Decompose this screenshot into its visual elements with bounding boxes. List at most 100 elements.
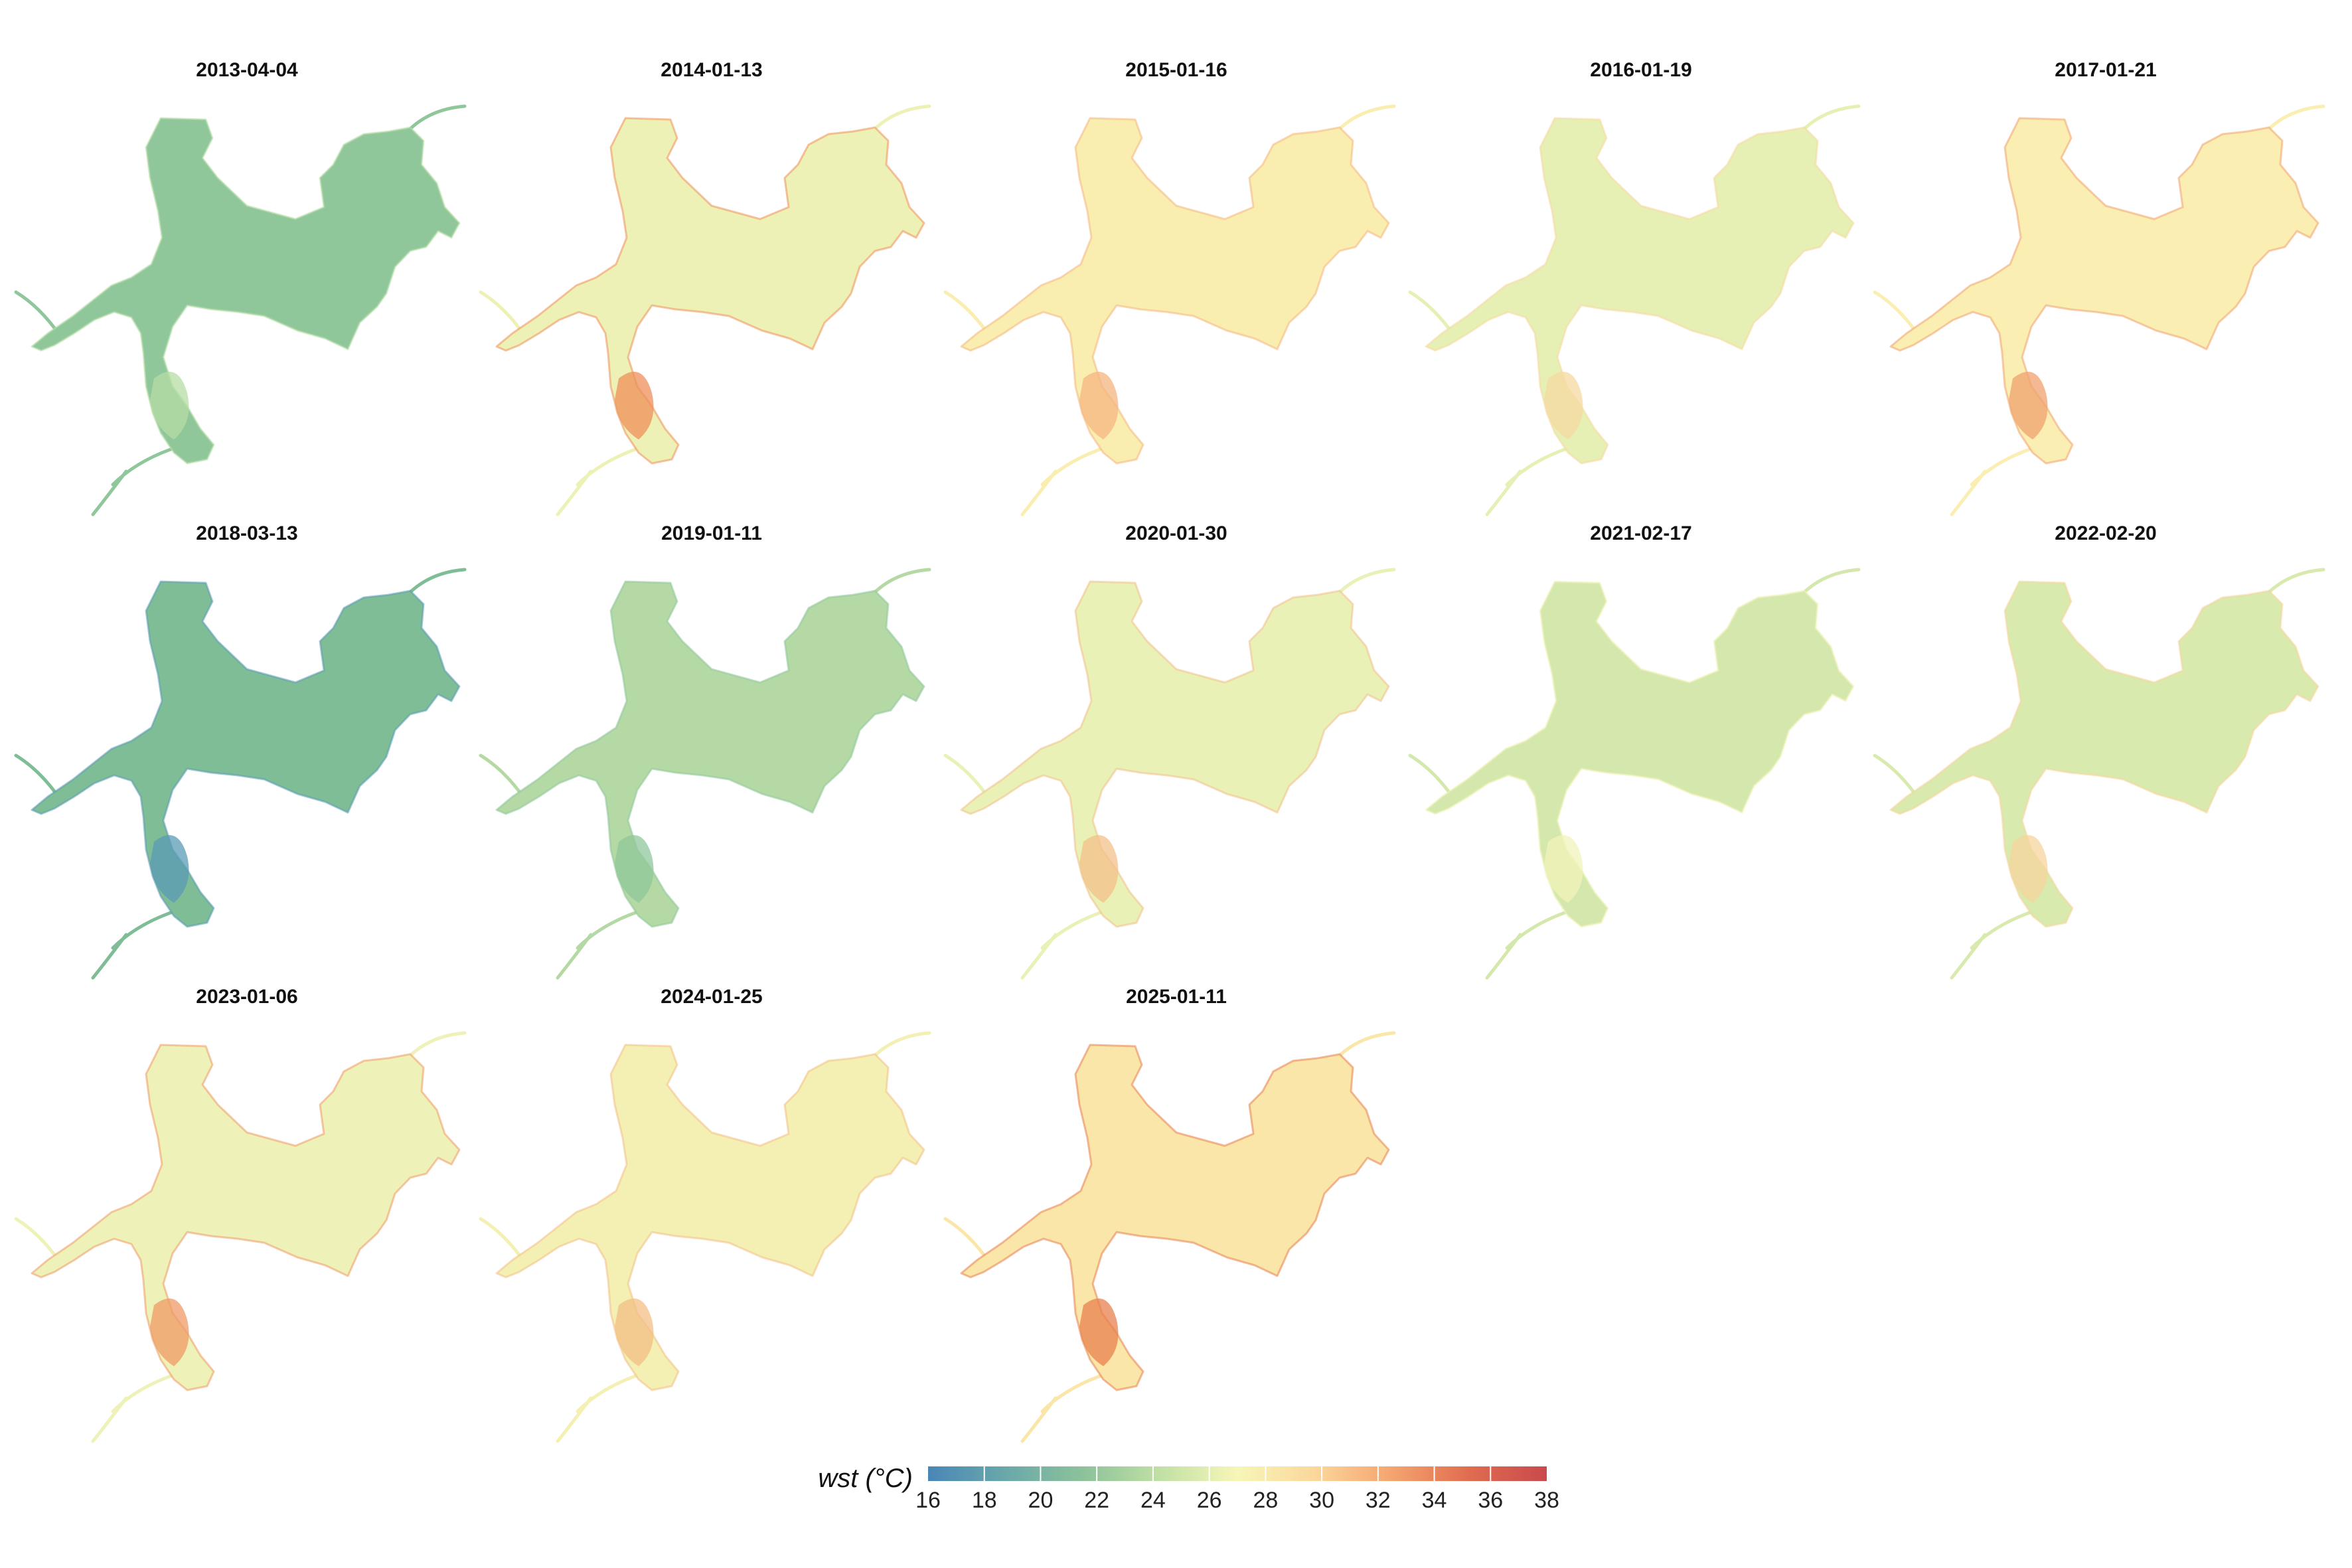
lake-body — [1425, 580, 1855, 928]
lake-body — [960, 117, 1390, 465]
inner-bay-shade — [150, 371, 189, 439]
tributary-arm — [91, 933, 128, 980]
inner-bay-shade — [615, 371, 654, 439]
legend-tick-label: 24 — [1140, 1488, 1166, 1513]
lake-body — [495, 580, 925, 928]
tributary-arm — [1338, 1031, 1396, 1058]
lake-body — [1889, 580, 2319, 928]
lake-body — [31, 1044, 461, 1391]
lake-body — [960, 1044, 1390, 1391]
legend-tick-label: 34 — [1422, 1488, 1447, 1513]
lake-body — [495, 117, 925, 465]
inner-bay-shade — [615, 1298, 654, 1366]
lake-water-surface — [479, 1031, 931, 1443]
tributary-arm — [1020, 933, 1058, 980]
inner-bay-shade — [1544, 371, 1583, 439]
panel-date-title: 2022-02-20 — [2055, 522, 2156, 544]
tributary-arm — [1950, 469, 1987, 516]
panel-date-title: 2014-01-13 — [661, 59, 762, 81]
lake-water-surface — [479, 568, 931, 980]
tributary-arm — [408, 568, 467, 594]
inner-bay-shade — [1079, 834, 1119, 903]
tributary-arm — [1485, 469, 1522, 516]
map-panel-2016-01-19: 2016-01-19 — [1408, 59, 1861, 516]
map-panel-2017-01-21: 2017-01-21 — [1873, 59, 2325, 516]
inner-bay-shade — [150, 1298, 189, 1366]
panel-date-title: 2020-01-30 — [1125, 522, 1227, 544]
color-legend: wst (°C) 16 18 20 22 24 26 28 30 32 34 36 38 — [818, 1464, 1559, 1513]
lake-body — [31, 117, 461, 465]
lake-body — [1425, 117, 1855, 465]
lake-body — [31, 580, 461, 928]
tributary-arm — [408, 1031, 467, 1058]
lake-body — [960, 580, 1390, 928]
map-panel-2019-01-11: 2019-01-11 — [479, 522, 931, 980]
tributary-arm — [2267, 104, 2325, 131]
tributary-arm — [1950, 933, 1987, 980]
panel-date-title: 2018-03-13 — [196, 522, 297, 544]
tributary-arm — [91, 1396, 128, 1443]
panel-date-title: 2013-04-04 — [196, 59, 298, 81]
tributary-arm — [1802, 104, 1861, 131]
legend-tick-label: 36 — [1478, 1488, 1503, 1513]
inner-bay-shade — [1544, 834, 1583, 903]
lake-water-surface — [943, 568, 1396, 980]
map-panel-2014-01-13: 2014-01-13 — [479, 59, 931, 516]
tributary-arm — [873, 104, 931, 131]
lake-water-surface — [14, 104, 467, 516]
legend-tick-label: 22 — [1084, 1488, 1109, 1513]
inner-bay-shade — [2009, 834, 2048, 903]
inner-bay-shade — [1079, 1298, 1119, 1366]
map-panel-2025-01-11: 2025-01-11 — [943, 986, 1396, 1443]
tributary-arm — [2267, 568, 2325, 594]
panel-date-title: 2023-01-06 — [196, 986, 297, 1008]
legend-tick-label: 38 — [1534, 1488, 1559, 1513]
panel-date-title: 2025-01-11 — [1126, 986, 1227, 1008]
legend-ticks: 16 18 20 22 24 26 28 30 32 34 36 38 — [915, 1466, 1559, 1513]
tributary-arm — [1802, 568, 1861, 594]
lake-water-surface — [1408, 568, 1861, 980]
map-panel-2021-02-17: 2021-02-17 — [1408, 522, 1861, 980]
legend-tick-label: 20 — [1028, 1488, 1054, 1513]
panel-date-title: 2019-01-11 — [661, 522, 762, 544]
legend-tick-label: 28 — [1253, 1488, 1278, 1513]
tributary-arm — [91, 469, 128, 516]
map-panel-2022-02-20: 2022-02-20 — [1873, 522, 2325, 980]
map-panel-2015-01-16: 2015-01-16 — [943, 59, 1396, 516]
lake-water-surface — [14, 568, 467, 980]
map-panel-2023-01-06: 2023-01-06 — [14, 986, 467, 1443]
tributary-arm — [556, 469, 593, 516]
map-panel-2018-03-13: 2018-03-13 — [14, 522, 467, 980]
tributary-arm — [1338, 104, 1396, 131]
legend-tick-label: 32 — [1366, 1488, 1391, 1513]
inner-bay-shade — [1079, 371, 1119, 439]
inner-bay-shade — [2009, 371, 2048, 439]
tributary-arm — [556, 1396, 593, 1443]
legend-title: wst (°C) — [818, 1464, 913, 1493]
panel-date-title: 2024-01-25 — [661, 986, 762, 1008]
lake-water-surface — [1873, 568, 2325, 980]
legend-colorbar — [928, 1466, 1547, 1481]
tributary-arm — [873, 1031, 931, 1058]
panel-date-title: 2021-02-17 — [1590, 522, 1691, 544]
legend-tick-label: 18 — [972, 1488, 997, 1513]
lake-water-surface — [1408, 104, 1861, 516]
lake-water-surface — [1873, 104, 2325, 516]
map-panel-2020-01-30: 2020-01-30 — [943, 522, 1396, 980]
inner-bay-shade — [150, 834, 189, 903]
tributary-arm — [556, 933, 593, 980]
map-panel-2013-04-04: 2013-04-04 — [14, 59, 467, 516]
panel-date-title: 2017-01-21 — [2055, 59, 2156, 81]
tributary-arm — [1020, 469, 1058, 516]
legend-tick-label: 16 — [915, 1488, 941, 1513]
lake-water-surface — [14, 1031, 467, 1443]
legend-tick-label: 26 — [1197, 1488, 1222, 1513]
tributary-arm — [1485, 933, 1522, 980]
lake-water-surface — [479, 104, 931, 516]
legend-tick-label: 30 — [1309, 1488, 1334, 1513]
panel-date-title: 2016-01-19 — [1590, 59, 1691, 81]
tributary-arm — [1020, 1396, 1058, 1443]
tributary-arm — [873, 568, 931, 594]
tributary-arm — [408, 104, 467, 131]
